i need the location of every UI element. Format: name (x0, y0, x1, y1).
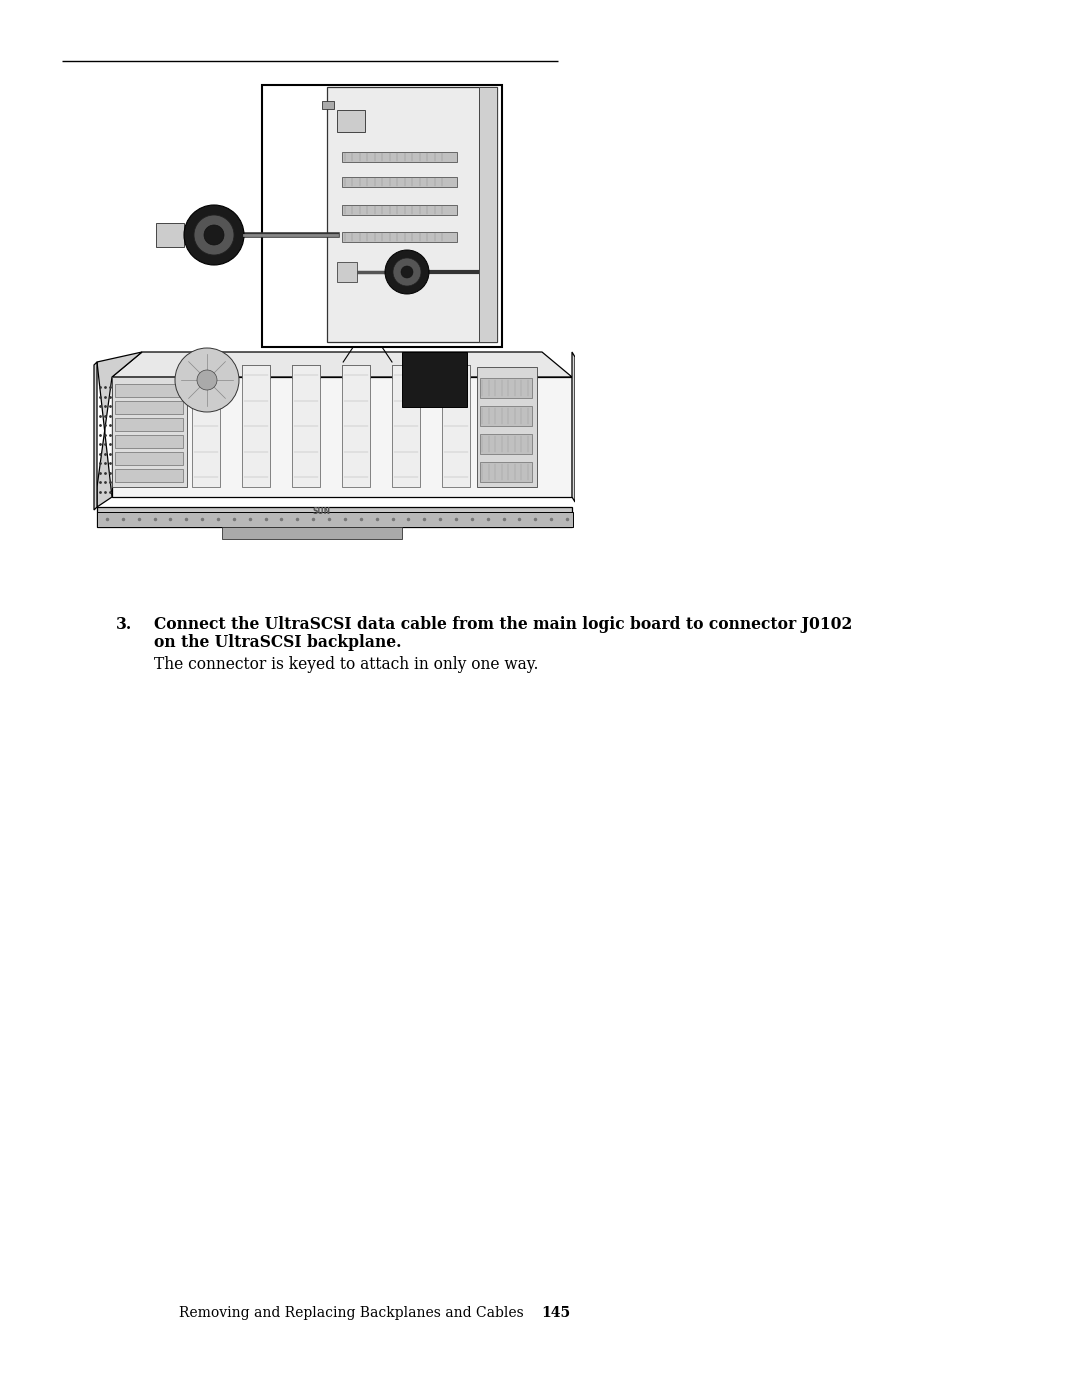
Bar (112, 377, 187, 488)
Bar (480, 407, 532, 426)
Bar (97, 511, 573, 527)
Polygon shape (442, 365, 470, 488)
Bar (327, 87, 497, 342)
Bar (114, 401, 183, 414)
Text: The connector is keyed to attach in only one way.: The connector is keyed to attach in only… (154, 657, 539, 673)
Bar (222, 527, 402, 539)
Polygon shape (97, 352, 141, 507)
Bar (477, 367, 537, 488)
Circle shape (401, 265, 413, 278)
Polygon shape (292, 365, 320, 488)
Polygon shape (94, 362, 97, 510)
Polygon shape (112, 352, 572, 377)
Bar (114, 453, 183, 465)
Bar (342, 177, 457, 187)
Text: 145: 145 (541, 1306, 570, 1320)
Bar (480, 379, 532, 398)
Bar (342, 205, 457, 215)
Bar (262, 85, 502, 346)
Polygon shape (392, 365, 420, 379)
Polygon shape (242, 365, 270, 488)
Polygon shape (192, 365, 220, 379)
Text: Removing and Replacing Backplanes and Cables: Removing and Replacing Backplanes and Ca… (179, 1306, 537, 1320)
Polygon shape (292, 365, 320, 379)
Circle shape (384, 250, 429, 293)
Polygon shape (442, 365, 470, 379)
Polygon shape (342, 365, 370, 379)
Circle shape (184, 205, 244, 265)
Bar (114, 384, 183, 397)
Polygon shape (97, 507, 572, 527)
Circle shape (175, 348, 239, 412)
Bar (322, 101, 334, 109)
Bar (114, 469, 183, 482)
Bar (342, 152, 457, 162)
Bar (337, 263, 357, 282)
Bar (342, 232, 457, 242)
Text: Connect the UltraSCSI data cable from the main logic board to connector J0102: Connect the UltraSCSI data cable from th… (154, 616, 853, 633)
Polygon shape (242, 365, 270, 379)
Bar (402, 352, 467, 407)
Circle shape (204, 225, 224, 244)
Bar (114, 418, 183, 432)
Bar (480, 434, 532, 454)
Polygon shape (572, 352, 575, 502)
Circle shape (197, 370, 217, 390)
Bar (337, 110, 365, 131)
Circle shape (393, 258, 421, 286)
Polygon shape (392, 365, 420, 488)
Text: on the UltraSCSI backplane.: on the UltraSCSI backplane. (154, 634, 402, 651)
Bar (480, 87, 497, 342)
Text: 3.: 3. (116, 616, 132, 633)
Bar (480, 462, 532, 482)
Polygon shape (112, 377, 572, 497)
Text: SUN: SUN (313, 507, 332, 515)
Circle shape (194, 215, 234, 256)
Polygon shape (192, 365, 220, 488)
Bar (156, 224, 184, 247)
Polygon shape (342, 365, 370, 488)
Bar (114, 434, 183, 448)
